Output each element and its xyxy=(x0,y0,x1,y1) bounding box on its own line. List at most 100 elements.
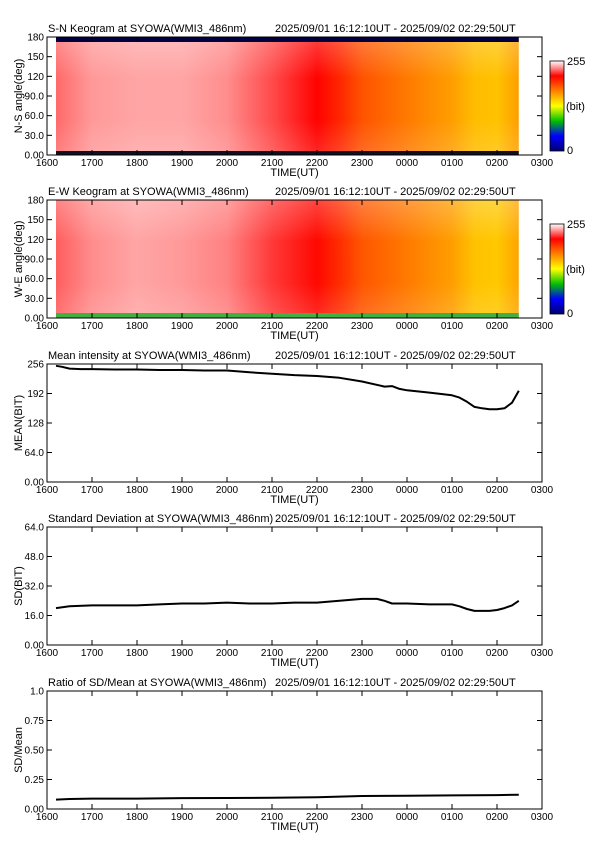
x-tick-label: 1700 xyxy=(81,158,104,169)
keogram-edge-top xyxy=(56,37,519,42)
x-tick-label: 1800 xyxy=(126,321,149,332)
y-tick-label: 180 xyxy=(27,33,44,44)
x-axis-label: TIME(UT) xyxy=(270,494,318,506)
panel-4: Standard Deviation at SYOWA(WMI3_486nm) 2… xyxy=(13,513,554,669)
colorbar xyxy=(549,223,565,315)
panel-2: E-W Keogram at SYOWA(WMI3_486nm) 2025/09/… xyxy=(13,186,585,342)
y-axis-label: SD(BIT) xyxy=(13,566,25,606)
x-tick-label: 1600 xyxy=(36,812,59,823)
x-tick-label: 2300 xyxy=(351,158,374,169)
y-tick-label: 120 xyxy=(27,72,44,83)
y-tick-label: 30.0 xyxy=(25,131,45,142)
y-tick-label: 150 xyxy=(27,52,44,63)
plot-frame xyxy=(46,363,543,483)
x-tick-label: 2100 xyxy=(261,485,284,496)
y-tick-label: 0.75 xyxy=(25,716,45,727)
x-tick-label: 0300 xyxy=(531,812,554,823)
keogram-shading xyxy=(56,37,519,155)
y-tick-label: 0.00 xyxy=(25,641,45,652)
y-tick-label: 0.00 xyxy=(25,805,45,816)
y-tick-label: 30.0 xyxy=(25,294,45,305)
x-tick-label: 2000 xyxy=(216,321,239,332)
keogram-edge-bottom xyxy=(56,151,519,155)
y-tick-label: 48.0 xyxy=(25,552,45,563)
y-axis-label: SD/Mean xyxy=(13,727,25,773)
y-tick-label: 150 xyxy=(27,215,44,226)
x-axis-label: TIME(UT) xyxy=(270,167,318,179)
x-tick-label: 0000 xyxy=(396,321,419,332)
y-tick-label: 32.0 xyxy=(25,582,45,593)
x-tick-label: 2200 xyxy=(306,812,329,823)
x-tick-label: 1900 xyxy=(171,321,194,332)
x-tick-label: 0000 xyxy=(396,485,419,496)
x-tick-label: 0200 xyxy=(486,485,509,496)
keogram-shading xyxy=(56,200,519,318)
x-tick-label: 0100 xyxy=(441,321,464,332)
series-line xyxy=(55,793,519,801)
x-tick-label: 2200 xyxy=(306,321,329,332)
x-tick-label: 0100 xyxy=(441,812,464,823)
x-tick-label: 0200 xyxy=(486,648,509,659)
y-tick-label: 192 xyxy=(27,389,44,400)
x-tick-label: 1800 xyxy=(126,485,149,496)
x-tick-label: 1900 xyxy=(171,485,194,496)
chart-title: Standard Deviation at SYOWA(WMI3_486nm) xyxy=(48,513,273,525)
y-tick-label: 0.00 xyxy=(25,151,45,162)
y-tick-label: 180 xyxy=(27,196,44,207)
y-tick-label: 60.0 xyxy=(25,274,45,285)
panel-3: Mean intensity at SYOWA(WMI3_486nm) 2025/… xyxy=(13,350,554,506)
time-range: 2025/09/01 16:12:10UT - 2025/09/02 02:29… xyxy=(275,350,516,362)
colorbar-min-label: 0 xyxy=(567,145,573,157)
chart-title: S-N Keogram at SYOWA(WMI3_486nm) xyxy=(48,23,246,35)
x-tick-label: 0000 xyxy=(396,648,419,659)
panel-5: Ratio of SD/Mean at SYOWA(WMI3_486nm) 202… xyxy=(13,677,554,833)
keogram-edge-bottom xyxy=(56,313,519,318)
y-tick-label: 60.0 xyxy=(25,111,45,122)
y-tick-label: 90.0 xyxy=(25,255,45,266)
x-tick-label: 0200 xyxy=(486,812,509,823)
x-tick-label: 1700 xyxy=(81,485,104,496)
x-tick-label: 1900 xyxy=(171,158,194,169)
x-tick-label: 0200 xyxy=(486,321,509,332)
panel-1: S-N Keogram at SYOWA(WMI3_486nm) 2025/09/… xyxy=(13,23,585,179)
x-tick-label: 0300 xyxy=(531,321,554,332)
chart-title: E-W Keogram at SYOWA(WMI3_486nm) xyxy=(48,186,249,198)
x-tick-label: 0200 xyxy=(486,158,509,169)
x-tick-label: 0300 xyxy=(531,485,554,496)
x-tick-label: 2100 xyxy=(261,158,284,169)
x-tick-label: 0000 xyxy=(396,812,419,823)
x-tick-label: 0100 xyxy=(441,485,464,496)
x-tick-label: 1800 xyxy=(126,648,149,659)
x-tick-label: 0100 xyxy=(441,648,464,659)
x-tick-label: 2300 xyxy=(351,321,374,332)
colorbar xyxy=(549,60,565,152)
x-axis-label: TIME(UT) xyxy=(270,330,318,342)
x-tick-label: 1600 xyxy=(36,485,59,496)
x-tick-label: 1900 xyxy=(171,812,194,823)
x-tick-label: 2300 xyxy=(351,648,374,659)
x-tick-label: 2300 xyxy=(351,485,374,496)
x-tick-label: 0300 xyxy=(531,648,554,659)
y-tick-label: 0.00 xyxy=(25,314,45,325)
colorbar-min-label: 0 xyxy=(567,308,573,320)
plot-frame xyxy=(46,526,543,646)
chart-title: Ratio of SD/Mean at SYOWA(WMI3_486nm) xyxy=(48,677,266,689)
colorbar-max-label: 255 xyxy=(567,56,585,68)
x-tick-label: 2200 xyxy=(306,648,329,659)
y-axis-label: W-E angle(deg) xyxy=(13,221,25,298)
colorbar-max-label: 255 xyxy=(567,219,585,231)
x-tick-label: 1700 xyxy=(81,648,104,659)
x-tick-label: 0300 xyxy=(531,158,554,169)
x-tick-label: 0000 xyxy=(396,158,419,169)
x-tick-label: 2200 xyxy=(306,158,329,169)
x-tick-label: 1600 xyxy=(36,158,59,169)
x-tick-label: 1700 xyxy=(81,321,104,332)
series-line xyxy=(55,597,520,612)
y-tick-label: 1.0 xyxy=(30,687,44,698)
x-tick-label: 2100 xyxy=(261,812,284,823)
y-tick-label: 16.0 xyxy=(25,611,45,622)
y-tick-label: 120 xyxy=(27,235,44,246)
time-range: 2025/09/01 16:12:10UT - 2025/09/02 02:29… xyxy=(275,513,516,525)
x-tick-label: 2200 xyxy=(306,485,329,496)
